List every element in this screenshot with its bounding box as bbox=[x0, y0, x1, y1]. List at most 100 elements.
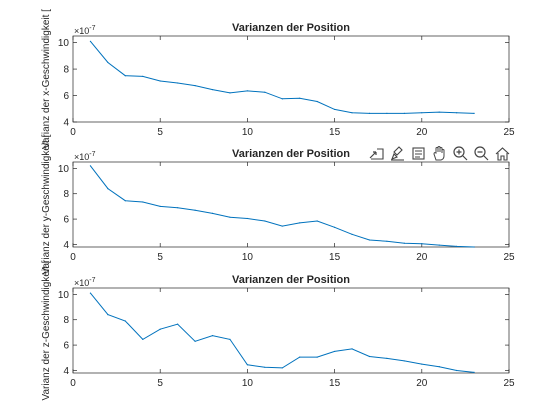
data-point bbox=[438, 366, 440, 368]
chart-title: Varianzen der Position bbox=[232, 274, 350, 286]
pan-icon bbox=[433, 146, 445, 161]
pan-button[interactable] bbox=[430, 144, 449, 163]
data-point bbox=[159, 205, 161, 208]
data-point bbox=[89, 40, 92, 42]
y-exponent-base: ×10 bbox=[74, 152, 89, 162]
data-point bbox=[334, 350, 336, 353]
data-point bbox=[194, 340, 196, 342]
data-point bbox=[89, 165, 92, 167]
y-tick-label: 4 bbox=[63, 240, 69, 251]
data-point bbox=[281, 225, 283, 227]
x-tick-label: 15 bbox=[329, 127, 341, 138]
zoom-out-icon bbox=[474, 146, 489, 161]
data-point bbox=[281, 367, 283, 369]
chart-title: Varianzen der Position bbox=[232, 148, 350, 160]
data-point bbox=[194, 209, 196, 211]
data-point bbox=[316, 356, 318, 358]
data-point bbox=[246, 217, 248, 220]
y-tick-label: 4 bbox=[63, 118, 69, 129]
export-icon bbox=[369, 148, 384, 160]
data-point bbox=[264, 220, 266, 222]
data-point bbox=[456, 112, 458, 114]
data-point bbox=[89, 292, 92, 294]
data-point bbox=[124, 200, 126, 202]
data-point bbox=[211, 334, 214, 337]
data-point bbox=[386, 112, 388, 114]
x-tick-label: 20 bbox=[416, 252, 428, 263]
x-tick-label: 25 bbox=[503, 127, 515, 138]
data-point bbox=[159, 80, 161, 82]
x-tick-label: 20 bbox=[416, 378, 428, 389]
x-tick-label: 5 bbox=[157, 378, 163, 389]
data-point bbox=[421, 112, 423, 114]
brush-button[interactable] bbox=[388, 144, 407, 163]
data-point bbox=[438, 111, 440, 113]
data-point bbox=[194, 85, 196, 87]
x-tick-label: 0 bbox=[70, 127, 76, 138]
x-tick-label: 0 bbox=[70, 378, 76, 389]
data-point bbox=[351, 348, 353, 350]
y-tick-label: 10 bbox=[58, 38, 70, 49]
data-point bbox=[421, 243, 423, 245]
y-exponent-power: -7 bbox=[89, 25, 95, 32]
home-button[interactable] bbox=[493, 144, 512, 163]
x-tick-label: 0 bbox=[70, 252, 76, 263]
data-point bbox=[246, 364, 248, 366]
data-point bbox=[438, 244, 440, 246]
y-exponent-power: -7 bbox=[89, 151, 95, 158]
x-tick-label: 5 bbox=[157, 252, 163, 263]
data-point bbox=[368, 355, 371, 358]
data-point bbox=[473, 112, 475, 114]
data-point bbox=[456, 369, 458, 372]
y-tick-label: 6 bbox=[63, 215, 69, 226]
data-point bbox=[124, 320, 126, 322]
y-tick-label: 8 bbox=[63, 189, 69, 200]
data-point bbox=[211, 88, 214, 91]
data-point bbox=[229, 216, 231, 218]
zoom-out-button[interactable] bbox=[472, 144, 491, 163]
data-point bbox=[316, 100, 318, 103]
data-point bbox=[142, 201, 144, 203]
data-point bbox=[264, 91, 266, 93]
y-exponent-label: ×10-7 bbox=[74, 25, 96, 36]
data-point bbox=[473, 246, 475, 248]
data-point bbox=[334, 226, 336, 228]
home-icon bbox=[495, 147, 510, 161]
data-point bbox=[299, 222, 301, 224]
data-point bbox=[316, 220, 318, 222]
x-tick-label: 25 bbox=[503, 252, 515, 263]
plot-area bbox=[72, 287, 510, 374]
data-point bbox=[177, 207, 179, 209]
y-exponent-label: ×10-7 bbox=[74, 277, 96, 288]
data-point bbox=[473, 371, 475, 373]
subplot-3: 0 5 10 15 20 25 4 6 8 10 ×10-7 Varianzen der Positi… bbox=[41, 260, 515, 400]
x-tick-label: 15 bbox=[329, 378, 341, 389]
data-point bbox=[211, 212, 214, 214]
x-tick-label: 10 bbox=[242, 127, 254, 138]
data-point bbox=[299, 356, 301, 358]
zoom-in-icon bbox=[453, 146, 468, 161]
data-point bbox=[159, 328, 161, 330]
x-tick-label: 15 bbox=[329, 252, 341, 263]
y-axis-label: Varianz der y-Geschwindigkeit [ bbox=[41, 134, 52, 274]
y-exponent-base: ×10 bbox=[74, 26, 89, 36]
y-tick-label: 6 bbox=[63, 91, 69, 102]
x-tick-label: 20 bbox=[416, 127, 428, 138]
plot-area bbox=[72, 161, 510, 248]
data-point bbox=[107, 188, 109, 190]
data-point bbox=[403, 242, 405, 244]
y-exponent-base: ×10 bbox=[74, 278, 89, 288]
plot-area bbox=[72, 35, 510, 123]
subplot-2: 0 5 10 15 20 25 4 6 8 10 ×10-7 Varianzen der Positi… bbox=[41, 134, 515, 274]
y-tick-label: 8 bbox=[63, 315, 69, 326]
zoom-in-button[interactable] bbox=[451, 144, 470, 163]
export-button[interactable] bbox=[367, 144, 386, 163]
data-point bbox=[229, 92, 231, 94]
y-tick-label: 6 bbox=[63, 341, 69, 352]
data-point bbox=[351, 233, 353, 235]
data-point bbox=[246, 90, 248, 92]
y-exponent-label: ×10-7 bbox=[74, 151, 96, 162]
datatip-button[interactable] bbox=[409, 144, 428, 163]
data-point bbox=[142, 338, 144, 340]
data-point bbox=[351, 112, 353, 114]
